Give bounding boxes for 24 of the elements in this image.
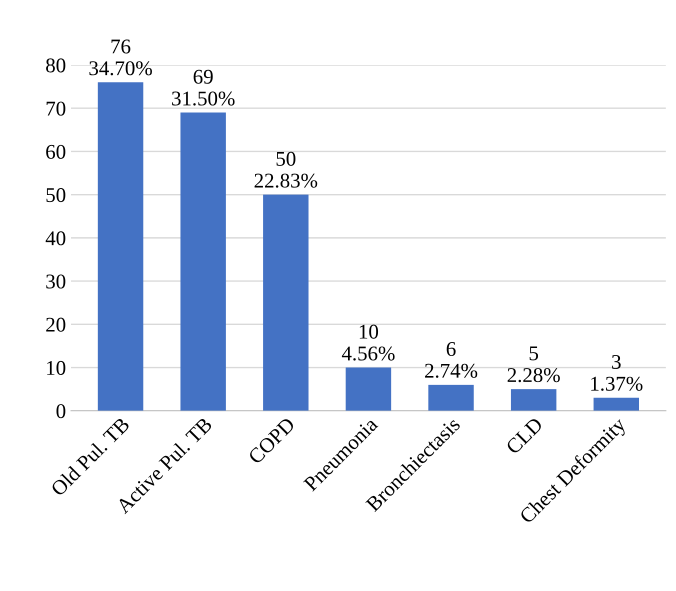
bar: [594, 398, 640, 411]
y-tick-label: 70: [46, 102, 66, 116]
y-tick-label: 80: [46, 58, 66, 72]
bar: [428, 384, 474, 411]
bar: [180, 112, 226, 411]
bar: [510, 389, 556, 411]
x-tick-label: CLD: [505, 416, 544, 455]
y-tick-label: 40: [46, 231, 66, 246]
y-tick-label: 0: [56, 404, 66, 418]
bar: [98, 82, 144, 411]
bar: [263, 194, 309, 411]
data-label: 76 34.70%: [89, 40, 152, 76]
data-label: 10 4.56%: [342, 324, 395, 361]
y-tick-label: 10: [47, 360, 66, 375]
bar: [346, 368, 392, 411]
data-label: 5 2.28%: [508, 346, 560, 382]
y-tick-label: 60: [46, 144, 66, 159]
y-tick-label: 20: [46, 318, 66, 332]
data-label: 69 31.50%: [172, 70, 235, 106]
data-label: 6 2.74%: [425, 342, 478, 378]
y-tick-label: 30: [46, 274, 66, 289]
y-tick-label: 50: [46, 188, 66, 202]
data-label: 3 1.37%: [591, 354, 642, 391]
data-label: 50 22.83%: [254, 152, 318, 188]
